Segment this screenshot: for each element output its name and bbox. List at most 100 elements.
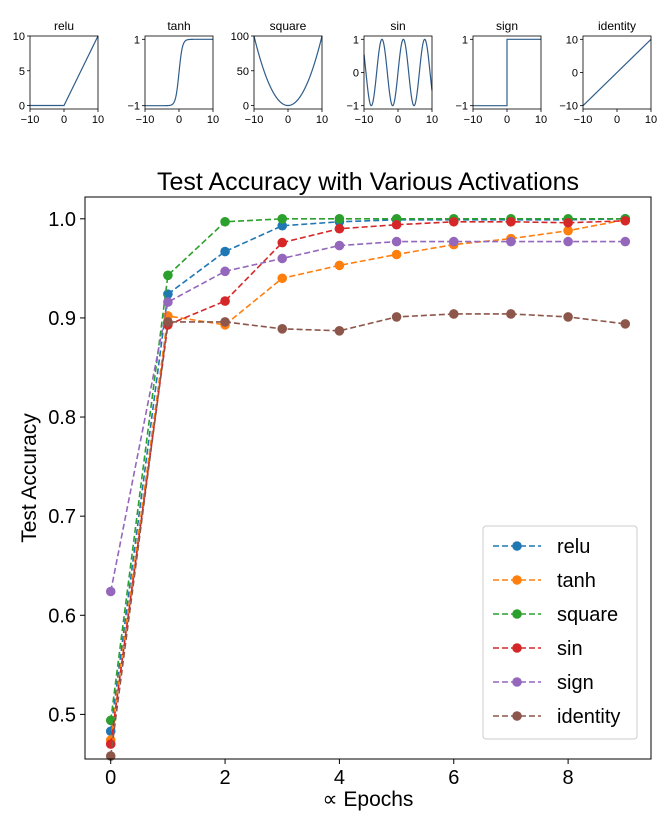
- legend-label: relu: [557, 536, 590, 558]
- data-point: [563, 217, 573, 228]
- series-line: [109, 219, 626, 741]
- data-point: [506, 216, 516, 227]
- activation-panel-identity: identity −10 0 10 −10 0 10: [559, 19, 657, 126]
- data-point: [220, 246, 230, 257]
- legend-label: tanh: [557, 570, 596, 592]
- activation-curve: [30, 35, 99, 107]
- y-tick-label: 1: [353, 34, 359, 46]
- data-point: [277, 253, 288, 264]
- panel-title: sin: [390, 19, 405, 33]
- x-tick-label: 0: [105, 767, 116, 789]
- data-point: [277, 273, 288, 284]
- data-point: [220, 216, 230, 227]
- x-tick-label: 10: [316, 114, 328, 126]
- panel-title: square: [270, 19, 307, 33]
- x-tick-label: 2: [220, 767, 231, 789]
- data-point: [563, 225, 573, 236]
- y-axis-label: Test Accuracy: [18, 413, 41, 543]
- series-line: [109, 240, 626, 592]
- legend-entry-identity: identity: [493, 706, 620, 728]
- data-point: [105, 751, 116, 761]
- activation-curve: [253, 35, 323, 107]
- data-point: [563, 236, 573, 247]
- x-tick-label: 10: [92, 114, 104, 126]
- y-tick-label: 1.0: [48, 209, 76, 231]
- data-point: [620, 215, 631, 226]
- x-tick-label: −10: [355, 114, 374, 126]
- panel-title: identity: [598, 19, 636, 33]
- x-tick-label: 0: [61, 114, 67, 126]
- data-point: [391, 249, 402, 260]
- data-point: [220, 317, 230, 327]
- y-tick-label: 100: [231, 31, 249, 43]
- y-tick-label: 0: [19, 101, 25, 113]
- y-tick-label: 10: [566, 34, 578, 46]
- y-tick-label: 0.9: [48, 308, 76, 330]
- data-point: [277, 220, 288, 231]
- main-chart: Test Accuracy with Various Activations 0 2…: [18, 168, 652, 811]
- legend-marker: [512, 609, 522, 619]
- y-tick-label: 0: [243, 101, 249, 113]
- legend-label: identity: [557, 706, 620, 728]
- data-point: [163, 297, 173, 307]
- legend-entry-square: square: [493, 604, 618, 626]
- y-tick-label: 1: [462, 34, 468, 46]
- y-tick-label: −10: [559, 101, 578, 113]
- data-point: [620, 319, 631, 329]
- data-point: [620, 236, 631, 247]
- legend-marker: [512, 643, 522, 653]
- data-point: [448, 236, 459, 247]
- x-tick-label: −10: [21, 114, 40, 126]
- activation-panel-sin: sin−10 0 10−101: [346, 19, 438, 126]
- x-tick-label: −10: [574, 114, 593, 126]
- y-tick-label: 0.8: [48, 407, 76, 429]
- x-axis-label: ∝ Epochs: [323, 788, 414, 811]
- x-tick-label: 8: [563, 767, 574, 789]
- x-tick-label: 10: [645, 114, 657, 126]
- series-identity: [105, 309, 631, 761]
- y-tick-label: 0.6: [48, 605, 76, 627]
- x-tick-label: 0: [395, 114, 401, 126]
- data-point: [563, 312, 573, 322]
- activation-curve: [363, 38, 433, 107]
- x-tick-label: 10: [426, 114, 438, 126]
- series-line: [109, 219, 626, 745]
- activation-curve: [145, 38, 213, 107]
- x-tick-label: −10: [136, 114, 155, 126]
- data-point: [334, 260, 345, 271]
- data-point: [277, 214, 288, 224]
- panel-frame: [29, 35, 99, 110]
- legend-marker: [512, 541, 522, 551]
- data-point: [391, 219, 402, 230]
- legend-label: sin: [557, 638, 583, 660]
- legend-marker: [512, 711, 522, 721]
- data-point: [163, 317, 173, 327]
- data-point: [334, 326, 345, 336]
- data-point: [334, 240, 345, 251]
- y-tick-label: −1: [455, 101, 468, 113]
- legend-label: sign: [557, 672, 594, 694]
- y-tick-label: −1: [346, 101, 359, 113]
- x-tick-label: 0: [285, 114, 291, 126]
- y-tick-label: 0.7: [48, 506, 76, 528]
- legend-marker: [512, 677, 522, 687]
- y-tick-label: 0: [353, 68, 359, 80]
- x-tick-label: 6: [448, 767, 459, 789]
- legend-entry-sign: sign: [493, 672, 594, 694]
- legend-marker: [512, 575, 522, 585]
- legend: relu tanh square sin sign identity: [482, 525, 638, 740]
- x-tick-label: 0: [614, 114, 620, 126]
- panel-title: tanh: [167, 19, 190, 33]
- data-point: [334, 214, 345, 224]
- data-point: [448, 216, 459, 227]
- data-point: [391, 312, 402, 322]
- y-tick-label: 0: [572, 68, 578, 80]
- y-tick-label: 50: [237, 66, 249, 78]
- data-point: [391, 236, 402, 247]
- x-tick-label: 10: [535, 114, 547, 126]
- x-tick-label: −10: [245, 114, 264, 126]
- legend-label: square: [557, 604, 618, 626]
- y-tick-label: −1: [127, 101, 140, 113]
